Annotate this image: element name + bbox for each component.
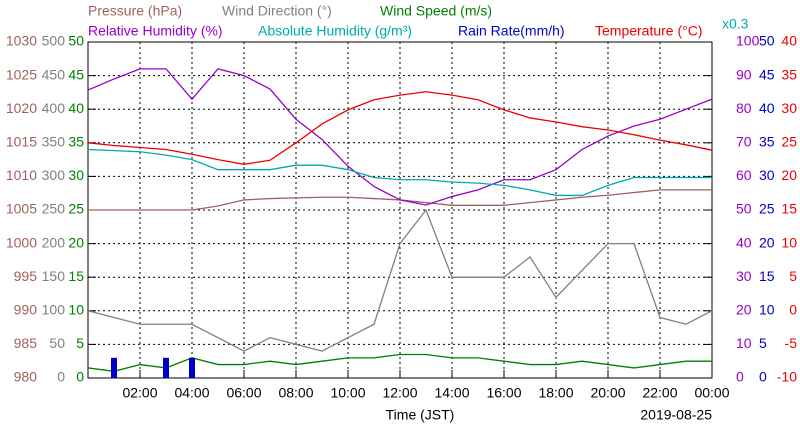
x-tick-label: 04:00 — [174, 385, 209, 401]
y-tick-label: 300 — [42, 167, 66, 183]
y-tick-label: 60 — [736, 167, 752, 183]
y-tick-label: 1015 — [6, 134, 37, 150]
y-tick-label: 35 — [759, 134, 775, 150]
y-tick-label: 20 — [759, 234, 775, 250]
series-line — [87, 148, 712, 197]
y-tick-label: 1030 — [6, 33, 37, 49]
legend-entry: Wind Direction (°) — [222, 3, 332, 19]
y-tick-label: 450 — [42, 66, 66, 82]
y-tick-label: 100 — [736, 33, 760, 49]
y-tick-label: 500 — [42, 33, 66, 49]
legend-entry: Pressure (hPa) — [88, 3, 182, 19]
y-tick-label: 0 — [789, 302, 797, 318]
y-tick-label: 15 — [759, 268, 775, 284]
y-tick-label: 25 — [759, 201, 775, 217]
y-tick-label: 50 — [68, 33, 84, 49]
y-tick-label: 1010 — [6, 167, 37, 183]
y-tick-label: 25 — [68, 201, 84, 217]
series-line — [87, 91, 713, 165]
y-tick-label: 45 — [68, 66, 84, 82]
legend-entry: Relative Humidity (%) — [88, 23, 223, 39]
y-tick-label: 10 — [781, 234, 797, 250]
y-tick-label: 995 — [14, 268, 38, 284]
y-tick-label: 100 — [42, 302, 66, 318]
axis-scale-note: x0.3 — [722, 16, 749, 32]
date-label: 2019-08-25 — [640, 407, 712, 423]
y-tick-label: 50 — [759, 33, 775, 49]
y-tick-label: 15 — [781, 201, 797, 217]
legend-entry: Wind Speed (m/s) — [380, 3, 492, 19]
y-tick-label: 980 — [14, 369, 38, 385]
y-tick-label: 50 — [736, 201, 752, 217]
y-tick-label: 150 — [42, 268, 66, 284]
y-tick-label: 40 — [736, 234, 752, 250]
rain-bar — [189, 357, 195, 378]
y-tick-label: 40 — [759, 100, 775, 116]
y-tick-label: 0 — [76, 369, 84, 385]
x-tick-label: 12:00 — [382, 385, 417, 401]
y-tick-label: 45 — [759, 66, 775, 82]
series-line — [87, 208, 713, 352]
y-tick-label: 40 — [781, 33, 797, 49]
y-tick-label: 1005 — [6, 201, 37, 217]
y-tick-label: 0 — [759, 369, 767, 385]
y-tick-label: 985 — [14, 335, 38, 351]
x-tick-label: 10:00 — [330, 385, 365, 401]
x-tick-label: 06:00 — [226, 385, 261, 401]
y-tick-label: 90 — [736, 66, 752, 82]
y-tick-label: 20 — [781, 167, 797, 183]
legend-entry: Absolute Humidity (g/m³) — [258, 23, 412, 39]
y-tick-label: 30 — [759, 167, 775, 183]
y-tick-label: -5 — [785, 335, 798, 351]
y-tick-label: 15 — [68, 268, 84, 284]
y-tick-label: 5 — [759, 335, 767, 351]
series-line — [87, 68, 713, 206]
y-tick-label: 10 — [736, 335, 752, 351]
x-tick-label: 08:00 — [278, 385, 313, 401]
x-axis-label: Time (JST) — [386, 407, 455, 423]
y-tick-label: 20 — [736, 302, 752, 318]
y-tick-label: 35 — [68, 134, 84, 150]
x-tick-label: 20:00 — [590, 385, 625, 401]
y-tick-label: 5 — [76, 335, 84, 351]
x-tick-label: 16:00 — [486, 385, 521, 401]
y-tick-label: 400 — [42, 100, 66, 116]
y-tick-label: 10 — [68, 302, 84, 318]
y-tick-label: 25 — [781, 134, 797, 150]
rain-bar — [163, 357, 169, 378]
y-tick-label: 10 — [759, 302, 775, 318]
legend-entry: Temperature (°C) — [595, 23, 703, 39]
y-tick-label: 80 — [736, 100, 752, 116]
y-tick-label: 20 — [68, 234, 84, 250]
y-tick-label: 990 — [14, 302, 38, 318]
y-tick-label: 30 — [68, 167, 84, 183]
x-tick-label: 00:00 — [694, 385, 729, 401]
y-tick-label: 200 — [42, 234, 66, 250]
x-tick-label: 14:00 — [434, 385, 469, 401]
y-tick-label: 35 — [781, 66, 797, 82]
x-tick-label: 02:00 — [122, 385, 157, 401]
y-tick-label: 0 — [57, 369, 65, 385]
y-tick-label: 1000 — [6, 234, 37, 250]
y-tick-label: 50 — [49, 335, 65, 351]
y-tick-label: -10 — [777, 369, 797, 385]
y-tick-label: 40 — [68, 100, 84, 116]
y-tick-label: 1020 — [6, 100, 37, 116]
y-tick-label: 250 — [42, 201, 66, 217]
x-tick-label: 22:00 — [642, 385, 677, 401]
y-tick-label: 1025 — [6, 66, 37, 82]
legend-entry: Rain Rate(mm/h) — [458, 23, 565, 39]
y-tick-label: 30 — [781, 100, 797, 116]
y-tick-label: 350 — [42, 134, 66, 150]
y-tick-label: 30 — [736, 268, 752, 284]
x-tick-label: 18:00 — [538, 385, 573, 401]
y-tick-label: 70 — [736, 134, 752, 150]
rain-bar — [111, 357, 117, 378]
y-tick-label: 5 — [789, 268, 797, 284]
y-tick-label: 0 — [736, 369, 744, 385]
